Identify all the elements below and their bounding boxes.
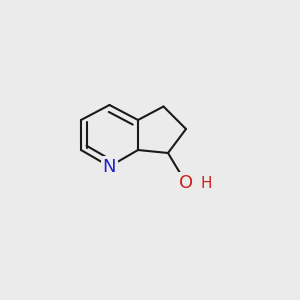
Text: H: H xyxy=(200,176,212,190)
Text: N: N xyxy=(103,158,116,175)
Text: O: O xyxy=(179,174,193,192)
